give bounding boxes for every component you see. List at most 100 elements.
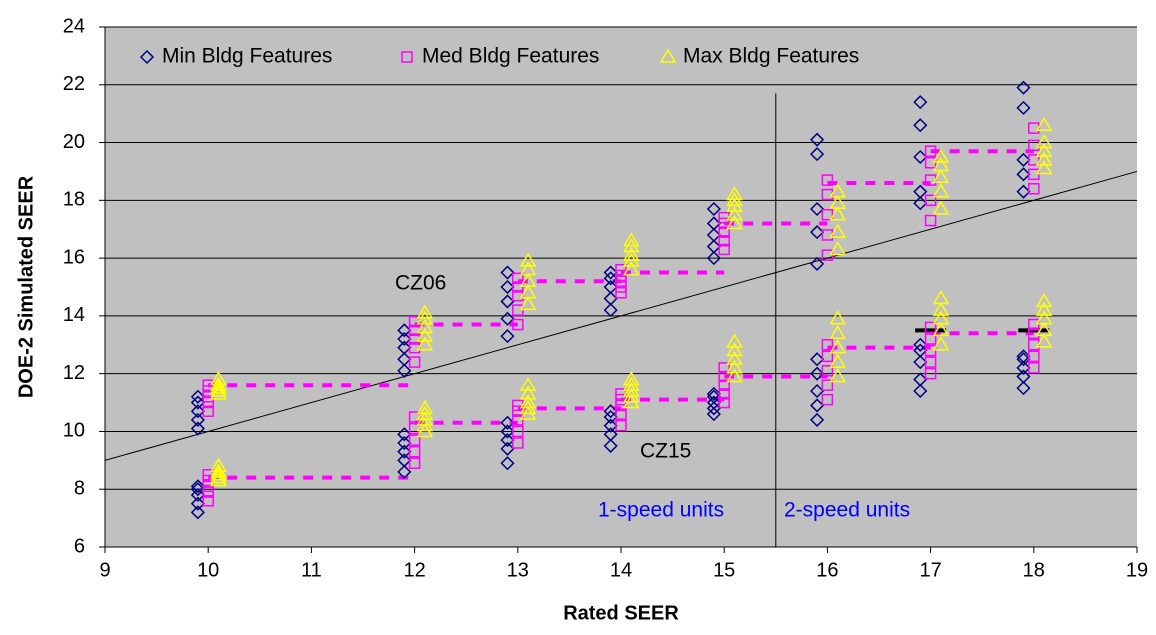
- diamond-marker: [913, 95, 928, 110]
- diamond-marker: [913, 149, 928, 165]
- triangle-marker: [1035, 301, 1053, 316]
- diamond-marker: [190, 404, 205, 419]
- x-tick-label: 12: [403, 559, 425, 581]
- triangle-marker: [829, 240, 847, 256]
- square-marker: [512, 318, 524, 331]
- triangle-marker: [519, 394, 537, 409]
- square-marker: [512, 425, 524, 438]
- x-tick-label: 13: [507, 559, 529, 581]
- triangle-marker: [1035, 310, 1053, 325]
- triangle-marker: [1035, 333, 1053, 348]
- triangle-marker: [416, 336, 434, 351]
- diamond-marker: [1016, 167, 1031, 182]
- diamond-marker: [500, 279, 515, 295]
- x-tick-label: 17: [919, 559, 941, 581]
- square-marker: [615, 287, 627, 299]
- y-tick-label: 6: [74, 535, 85, 557]
- square-marker: [1028, 318, 1040, 331]
- diamond-marker: [397, 453, 412, 468]
- x-axis-title: Rated SEER: [563, 602, 679, 624]
- triangle-marker: [1035, 151, 1053, 166]
- triangle-marker: [210, 379, 227, 394]
- triangle-marker: [519, 272, 537, 287]
- legend-marker: [659, 48, 677, 63]
- square-marker: [821, 393, 834, 406]
- diamond-marker: [500, 441, 515, 456]
- diamond-marker: [913, 118, 928, 133]
- diamond-marker: [810, 352, 825, 367]
- diamond-marker: [500, 415, 515, 430]
- square-marker: [1028, 362, 1040, 374]
- square-marker: [202, 405, 214, 417]
- square-marker: [718, 243, 730, 256]
- square-marker: [924, 367, 937, 380]
- triangle-marker: [416, 399, 434, 415]
- diamond-marker: [913, 372, 928, 387]
- diamond-marker: [1016, 152, 1031, 167]
- triangle-marker: [1035, 142, 1053, 157]
- triangle-marker: [932, 183, 950, 198]
- square-marker: [615, 275, 627, 287]
- diamond-marker: [810, 412, 825, 427]
- diamond-marker: [190, 389, 205, 404]
- square-marker: [821, 174, 834, 186]
- triangle-marker: [416, 318, 434, 334]
- diamond-marker: [706, 216, 721, 231]
- square-marker: [718, 388, 730, 400]
- x-tick-label: 16: [816, 559, 838, 581]
- triangle-marker: [519, 295, 537, 311]
- square-marker: [408, 445, 421, 458]
- y-tick-label: 16: [63, 246, 85, 268]
- triangle-marker: [829, 206, 847, 221]
- square-marker: [924, 321, 937, 334]
- diamond-marker: [397, 331, 412, 347]
- triangle-marker: [932, 336, 950, 351]
- square-marker: [821, 365, 834, 377]
- square-marker: [924, 214, 937, 227]
- diamond-marker: [706, 407, 721, 422]
- square-marker: [202, 495, 214, 507]
- diamond-marker: [706, 386, 721, 401]
- triangle-marker: [726, 368, 743, 383]
- diamond-marker: [500, 424, 515, 439]
- triangle-marker: [1035, 321, 1053, 337]
- triangle-marker: [932, 200, 950, 215]
- annotation: CZ06: [395, 272, 446, 295]
- x-tick-label: 9: [99, 559, 110, 581]
- square-marker: [615, 281, 627, 293]
- diamond-marker: [810, 256, 825, 271]
- triangle-marker: [726, 206, 743, 221]
- reference-line: [104, 170, 1138, 461]
- x-tick-label: 15: [713, 559, 735, 581]
- triangle-marker: [829, 310, 847, 325]
- triangle-marker: [1035, 116, 1053, 131]
- triangle-marker: [829, 368, 847, 383]
- diamond-marker: [190, 395, 205, 410]
- triangle-marker: [932, 168, 950, 183]
- square-marker: [512, 304, 524, 316]
- triangle-marker: [726, 214, 743, 230]
- plot-area: [105, 27, 1137, 547]
- square-marker: [408, 356, 421, 368]
- triangle-marker: [623, 261, 640, 276]
- diamond-marker: [603, 438, 618, 453]
- triangle-marker: [1035, 292, 1053, 308]
- square-marker: [821, 249, 834, 261]
- square-marker: [924, 333, 937, 345]
- diamond-marker: [913, 355, 928, 370]
- diamond-marker: [190, 505, 205, 520]
- legend-marker: [401, 51, 413, 63]
- diamond-marker: [500, 329, 515, 344]
- x-tick-label: 10: [197, 559, 219, 581]
- diamond-marker: [1016, 369, 1031, 384]
- y-tick-label: 18: [63, 189, 85, 211]
- diamond-marker: [1016, 80, 1031, 95]
- triangle-marker: [829, 183, 847, 198]
- diamond-marker: [190, 479, 205, 494]
- square-marker: [202, 486, 214, 498]
- legend-label: Max Bldg Features: [683, 45, 859, 68]
- diamond-marker: [810, 225, 825, 240]
- triangle-marker: [829, 353, 847, 368]
- diamond-marker: [190, 412, 205, 427]
- square-marker: [718, 226, 730, 238]
